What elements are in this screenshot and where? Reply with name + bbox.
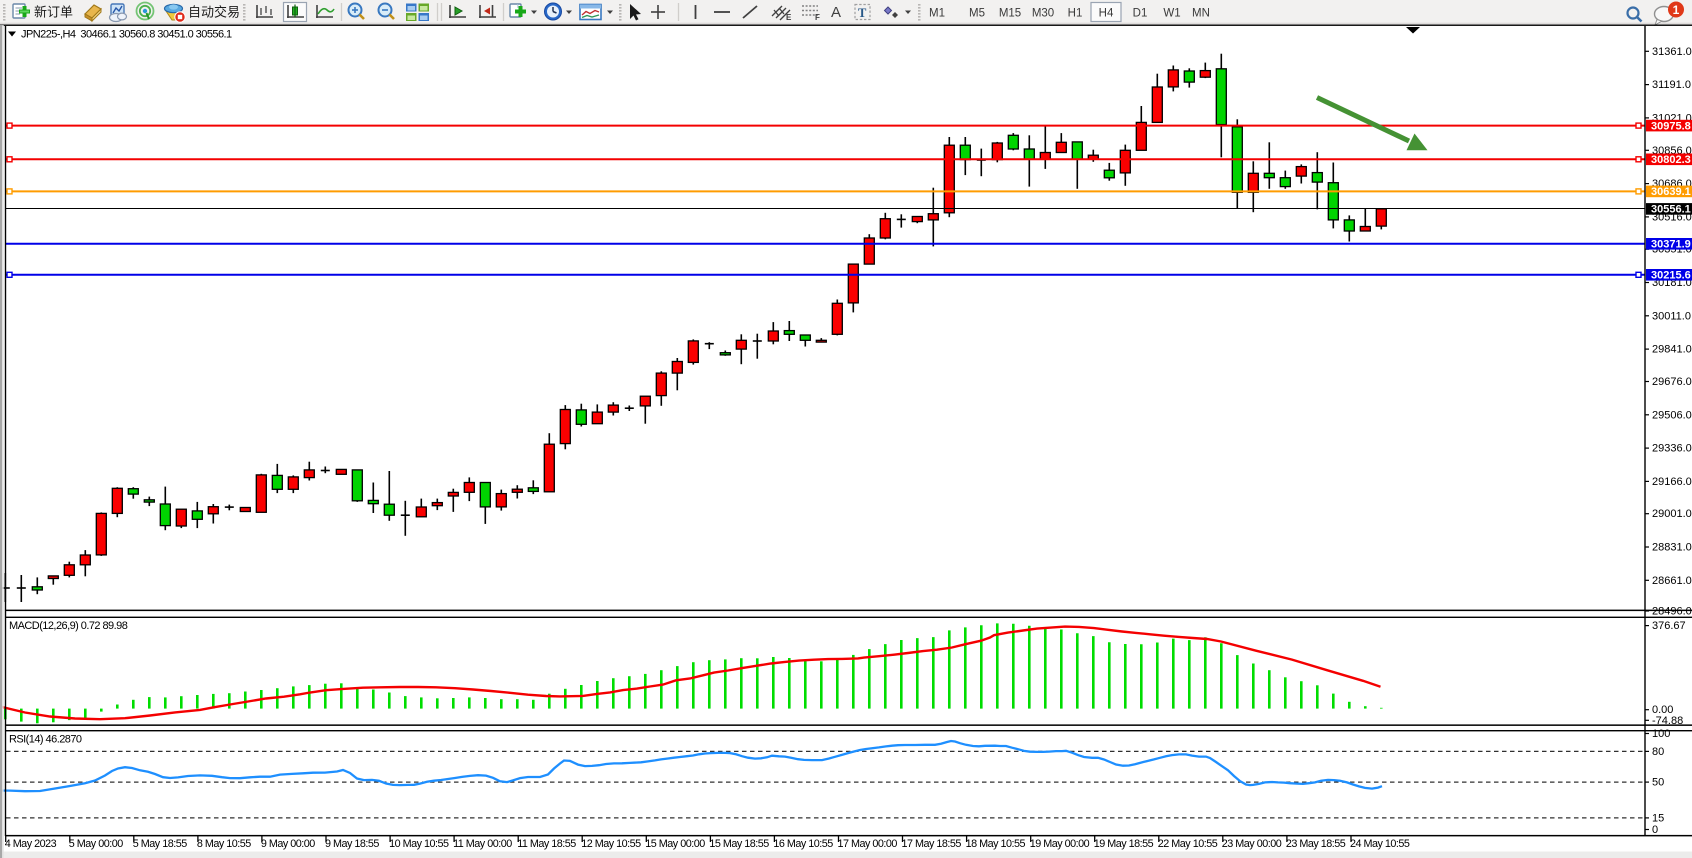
svg-text:1: 1 [1673, 3, 1680, 17]
svg-text:15: 15 [1652, 812, 1664, 824]
svg-text:30371.9: 30371.9 [1651, 239, 1691, 251]
svg-text:RSI(14) 46.2870: RSI(14) 46.2870 [9, 734, 82, 746]
svg-text:新订单: 新订单 [34, 5, 73, 20]
svg-text:自动交易: 自动交易 [188, 5, 240, 20]
svg-text:8 May 10:55: 8 May 10:55 [197, 838, 251, 850]
svg-text:30011.0: 30011.0 [1652, 310, 1691, 322]
svg-text:16 May 10:55: 16 May 10:55 [773, 838, 833, 850]
svg-text:W1: W1 [1163, 8, 1180, 20]
svg-text:19 May 18:55: 19 May 18:55 [1094, 838, 1154, 850]
svg-text:17 May 00:00: 17 May 00:00 [838, 838, 898, 850]
svg-text:D1: D1 [1133, 8, 1148, 20]
svg-text:0.00: 0.00 [1652, 704, 1673, 716]
svg-text:28496.0: 28496.0 [1652, 606, 1692, 618]
svg-text:30215.6: 30215.6 [1651, 270, 1691, 282]
svg-text:H4: H4 [1099, 8, 1114, 20]
svg-text:MN: MN [1192, 8, 1210, 20]
svg-text:T: T [858, 6, 867, 20]
svg-text:E: E [786, 13, 792, 22]
svg-text:30975.8: 30975.8 [1651, 120, 1691, 132]
svg-text:M1: M1 [929, 8, 945, 20]
svg-text:18 May 10:55: 18 May 10:55 [966, 838, 1026, 850]
svg-text:5 May 18:55: 5 May 18:55 [133, 838, 187, 850]
svg-text:M5: M5 [969, 8, 985, 20]
svg-text:23 May 00:00: 23 May 00:00 [1222, 838, 1282, 850]
svg-text:12 May 10:55: 12 May 10:55 [581, 838, 641, 850]
svg-text:29506.0: 29506.0 [1652, 409, 1692, 421]
svg-text:-74.88: -74.88 [1652, 715, 1683, 727]
svg-text:15 May 00:00: 15 May 00:00 [645, 838, 705, 850]
svg-text:30639.1: 30639.1 [1651, 186, 1691, 198]
svg-text:31361.0: 31361.0 [1652, 46, 1692, 58]
svg-text:29676.0: 29676.0 [1652, 376, 1692, 388]
svg-text:M30: M30 [1032, 8, 1054, 20]
svg-text:28831.0: 28831.0 [1652, 542, 1692, 554]
svg-text:9 May 00:00: 9 May 00:00 [261, 838, 315, 850]
svg-text:19 May 00:00: 19 May 00:00 [1030, 838, 1090, 850]
svg-text:M15: M15 [999, 8, 1021, 20]
svg-text:29336.0: 29336.0 [1652, 443, 1692, 455]
svg-text:80: 80 [1652, 746, 1664, 758]
svg-text:9 May 18:55: 9 May 18:55 [325, 838, 379, 850]
svg-text:H1: H1 [1068, 8, 1083, 20]
svg-text:24 May 10:55: 24 May 10:55 [1350, 838, 1410, 850]
svg-text:30802.3: 30802.3 [1651, 154, 1691, 166]
svg-text:17 May 18:55: 17 May 18:55 [902, 838, 962, 850]
svg-text:29001.0: 29001.0 [1652, 508, 1692, 520]
svg-text:30556.1: 30556.1 [1651, 204, 1691, 216]
svg-text:28661.0: 28661.0 [1652, 575, 1692, 587]
svg-text:0: 0 [1652, 824, 1658, 836]
svg-text:10 May 10:55: 10 May 10:55 [389, 838, 449, 850]
svg-text:MACD(12,26,9) 0.72 89.98: MACD(12,26,9) 0.72 89.98 [9, 620, 128, 632]
svg-text:11 May 18:55: 11 May 18:55 [517, 838, 576, 850]
svg-text:29166.0: 29166.0 [1652, 476, 1692, 488]
svg-text:23 May 18:55: 23 May 18:55 [1286, 838, 1346, 850]
svg-text:JPN225-,H4 30466.1 30560.8 30: JPN225-,H4 30466.1 30560.8 30451.0 30556… [21, 29, 232, 41]
svg-text:31191.0: 31191.0 [1652, 79, 1691, 91]
svg-text:22 May 10:55: 22 May 10:55 [1158, 838, 1218, 850]
svg-text:29841.0: 29841.0 [1652, 344, 1692, 356]
svg-text:4 May 2023: 4 May 2023 [5, 838, 57, 850]
svg-text:F: F [815, 13, 820, 22]
svg-text:5 May 00:00: 5 May 00:00 [69, 838, 123, 850]
svg-text:11 May 00:00: 11 May 00:00 [453, 838, 512, 850]
svg-text:A: A [831, 4, 841, 21]
svg-text:50: 50 [1652, 777, 1664, 789]
svg-text:15 May 18:55: 15 May 18:55 [709, 838, 769, 850]
svg-text:100: 100 [1652, 728, 1670, 740]
svg-text:376.67: 376.67 [1652, 620, 1686, 632]
